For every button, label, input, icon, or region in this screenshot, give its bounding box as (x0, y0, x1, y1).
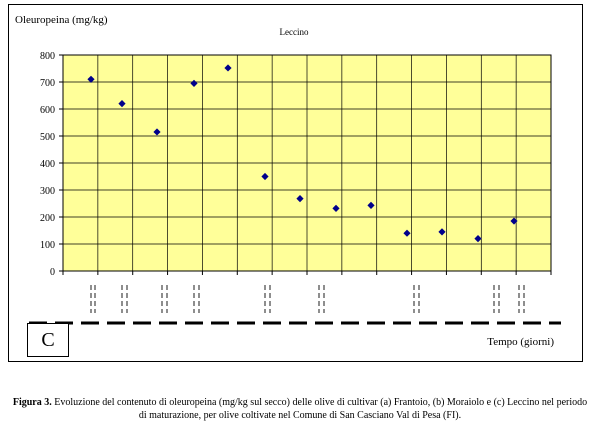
caption-label: Figura 3. (12, 397, 52, 408)
y-tick-label: 600 (40, 105, 55, 116)
data-point (87, 75, 95, 83)
caption-text: Evoluzione del contenuto di oleuropeina … (51, 397, 588, 421)
data-point (474, 235, 482, 243)
figure-caption: Figura 3. Evoluzione del contenuto di ol… (10, 396, 590, 422)
data-point (118, 100, 126, 108)
data-point (153, 128, 161, 136)
data-point (190, 79, 198, 87)
y-tick-label: 300 (40, 186, 55, 197)
data-point (332, 204, 340, 212)
y-tick-label: 100 (40, 240, 55, 251)
panel-label: C (27, 323, 69, 357)
chart-svg: 0 100 200 300 400 500 600 700 800 Leccino Oleurope… (15, 14, 561, 348)
y-axis-label: Oleuropeina (mg/kg) (15, 14, 108, 26)
y-tick-label: 500 (40, 132, 55, 143)
y-tick-label: 800 (40, 51, 55, 62)
x-axis-label: Tempo (giorni) (487, 336, 554, 348)
chart-frame: 0 100 200 300 400 500 600 700 800 Leccino Oleurope… (8, 4, 583, 362)
data-point (261, 172, 269, 181)
data-point (403, 229, 411, 237)
data-point (510, 217, 518, 225)
y-tick-label: 200 (40, 213, 55, 224)
chart-title: Leccino (280, 27, 309, 37)
data-point (438, 228, 446, 236)
data-point (224, 64, 232, 72)
data-point (367, 201, 375, 209)
y-tick-label: 700 (40, 78, 55, 89)
data-point (296, 195, 304, 203)
y-tick-label: 400 (40, 159, 55, 170)
y-tick-label: 0 (50, 267, 55, 278)
